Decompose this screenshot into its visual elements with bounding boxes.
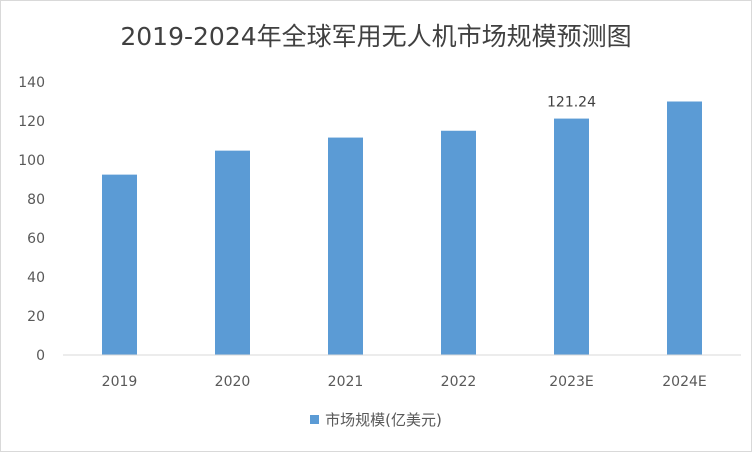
x-tick-label: 2021 bbox=[328, 374, 364, 390]
y-tick-label: 20 bbox=[27, 309, 45, 325]
y-tick-label: 140 bbox=[18, 75, 45, 91]
bar-2019 bbox=[102, 174, 137, 355]
bar-2023E bbox=[554, 118, 589, 355]
x-tick-label: 2024E bbox=[662, 374, 706, 390]
x-tick-label: 2019 bbox=[102, 374, 138, 390]
y-tick-label: 100 bbox=[18, 153, 45, 169]
x-tick-label: 2023E bbox=[549, 374, 593, 390]
data-label: 121.24 bbox=[547, 95, 596, 111]
y-tick-label: 60 bbox=[27, 231, 45, 247]
y-tick-label: 40 bbox=[27, 270, 45, 286]
legend-label: 市场规模(亿美元) bbox=[325, 411, 442, 429]
y-tick-label: 0 bbox=[36, 348, 45, 364]
legend: 市场规模(亿美元) bbox=[1, 409, 751, 430]
chart-title: 2019-2024年全球军用无人机市场规模预测图 bbox=[120, 22, 632, 51]
y-tick-label: 120 bbox=[18, 114, 45, 130]
x-tick-label: 2022 bbox=[441, 374, 477, 390]
legend-swatch bbox=[310, 415, 320, 424]
bar-2021 bbox=[328, 137, 363, 355]
bar-2020 bbox=[215, 150, 250, 355]
x-tick-label: 2020 bbox=[215, 374, 251, 390]
bar-2024E bbox=[667, 101, 702, 355]
bar-2022 bbox=[441, 130, 476, 355]
y-tick-label: 80 bbox=[27, 192, 45, 208]
